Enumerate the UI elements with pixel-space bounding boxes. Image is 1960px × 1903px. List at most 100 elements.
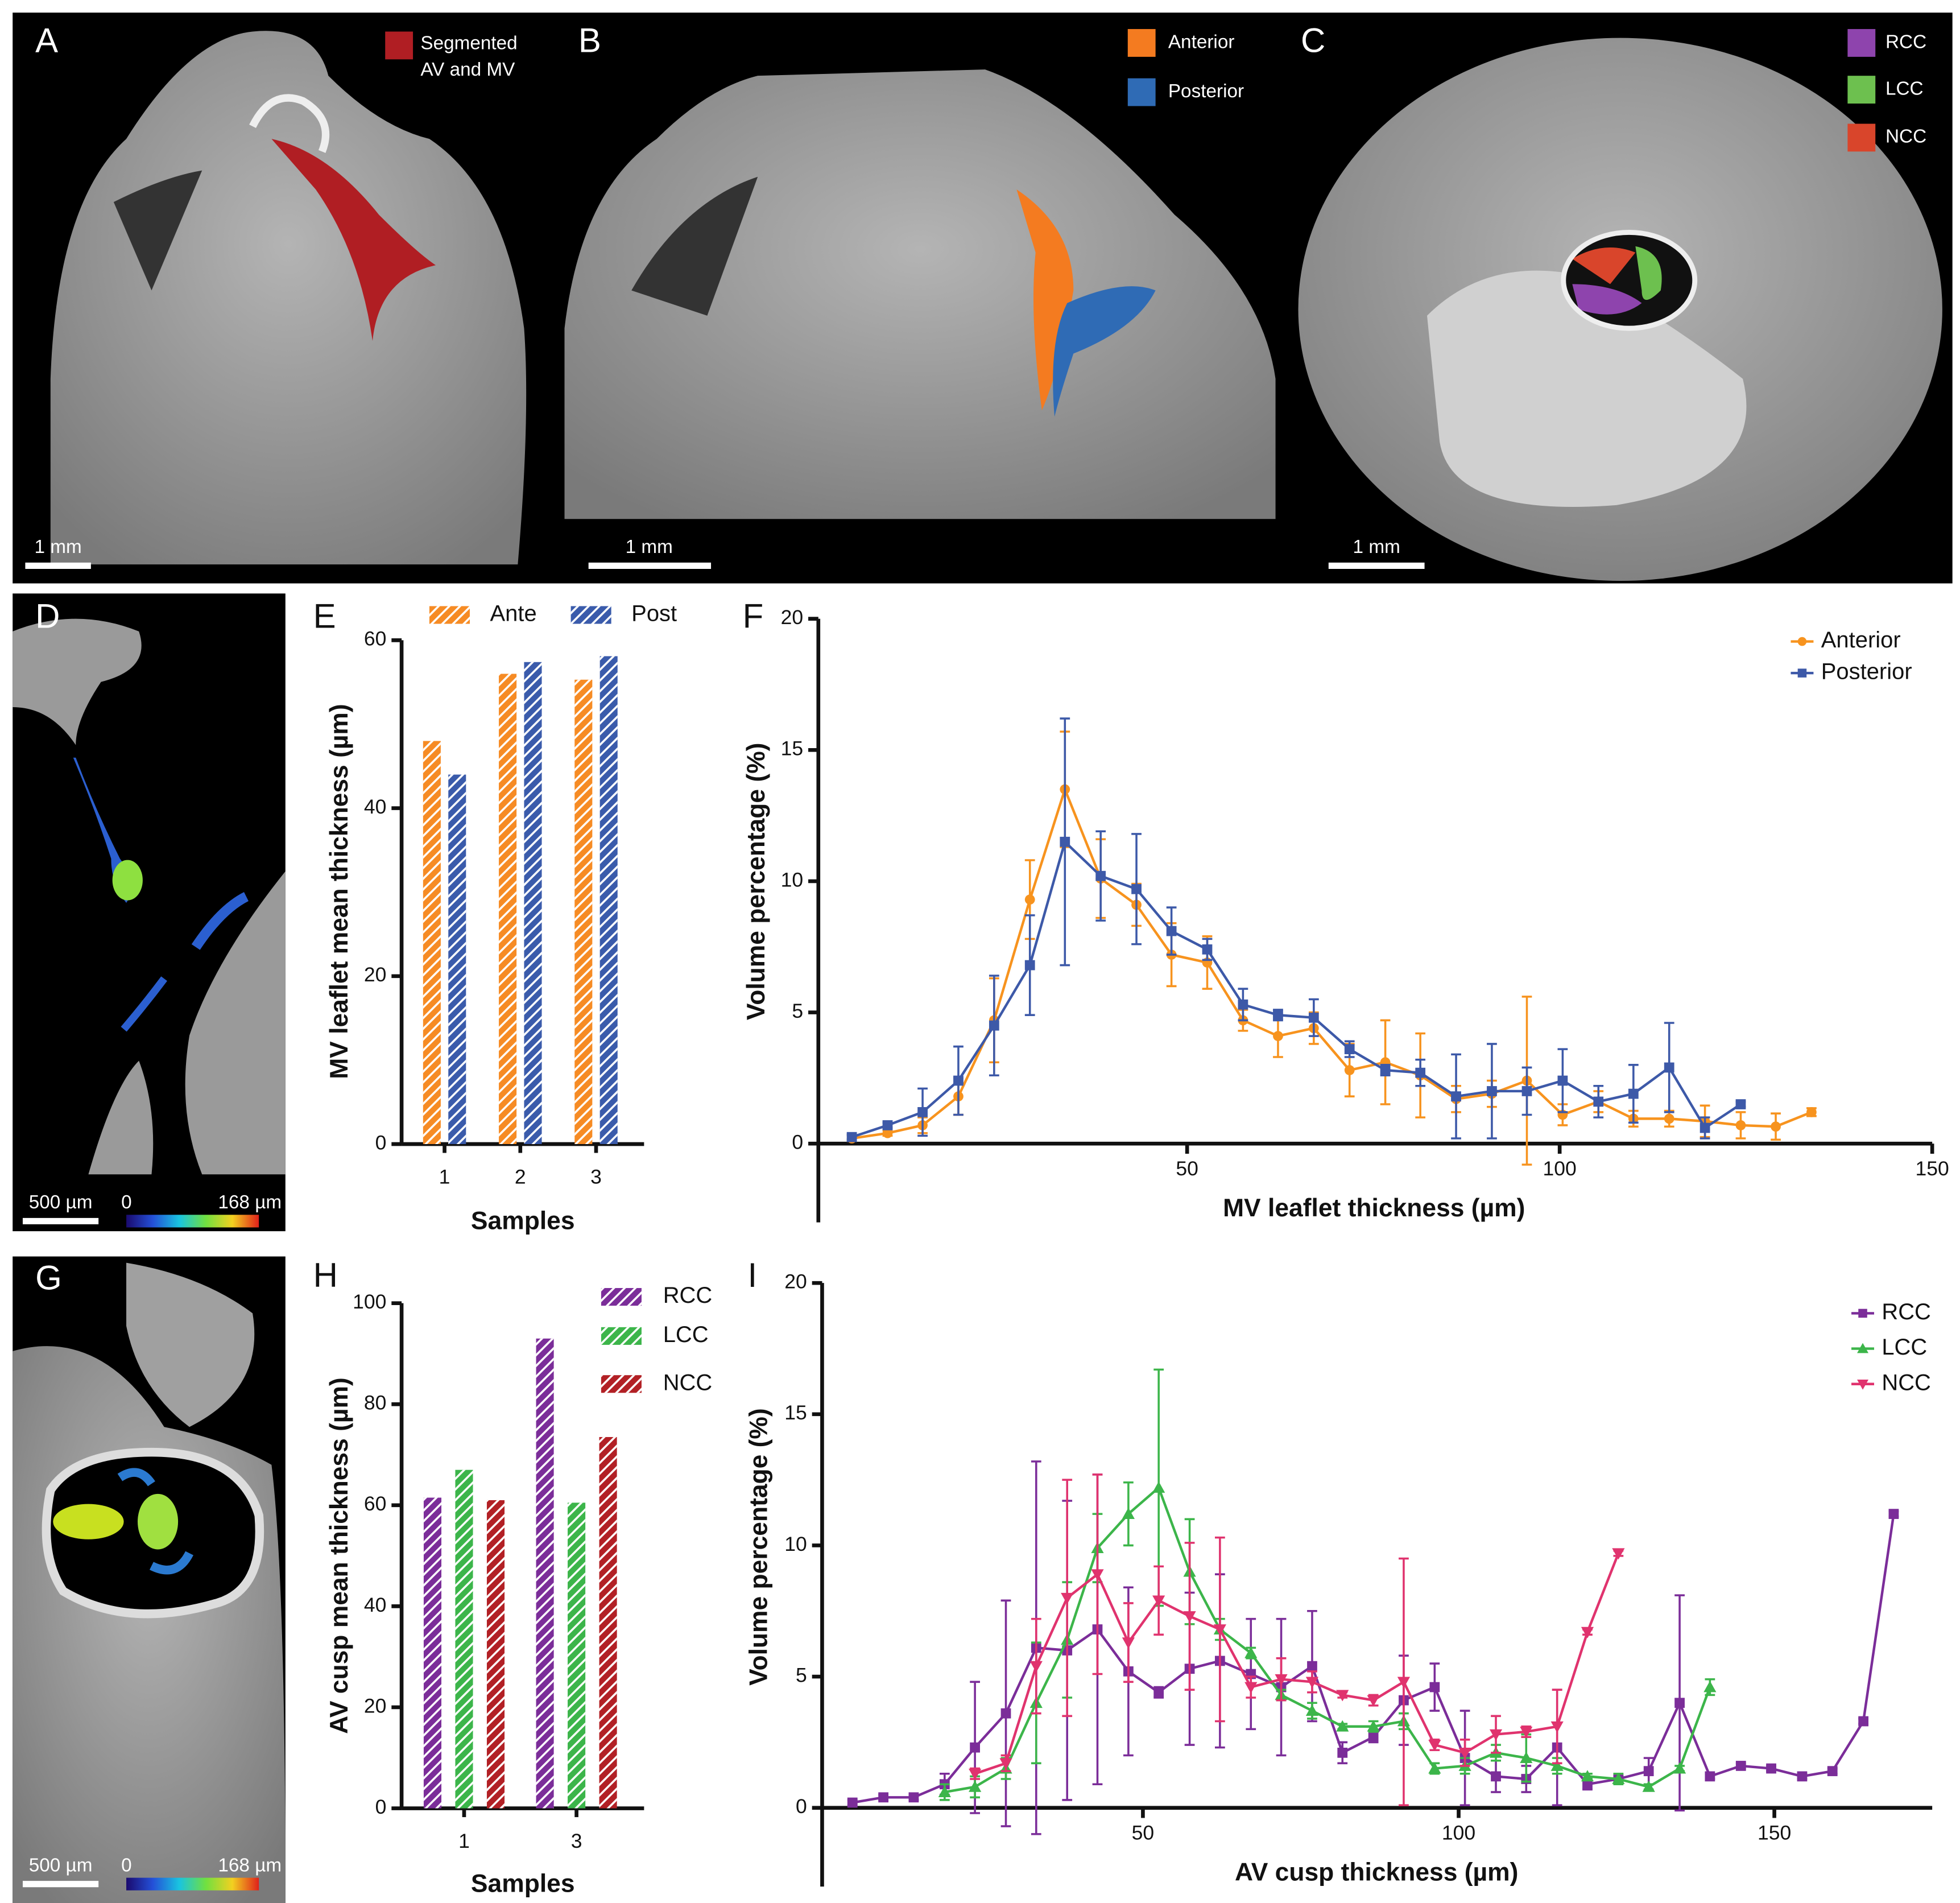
image-d-content [13,618,286,1228]
panel-label: G [35,1259,62,1297]
legend-hatch [601,1327,642,1345]
marker [1308,1012,1319,1023]
legend-label: NCC [663,1370,713,1395]
panel-label: F [743,597,764,635]
y-axis-label: Volume percentage (%) [745,1408,772,1686]
y-axis-label: MV leaflet mean thickness (µm) [325,704,353,1079]
marker [1153,1687,1164,1698]
series-line [851,785,1812,1140]
scale-bar-label: 500 µm [29,1192,93,1213]
marker [1771,1121,1781,1132]
series-line [944,1485,1711,1794]
marker [1766,1763,1776,1774]
marker [1152,1595,1165,1607]
legend-marker [1857,1379,1869,1390]
y-axis-label: Volume percentage (%) [742,743,770,1021]
bar-hatch [536,1338,554,1809]
y-tick-label: 60 [364,1492,387,1515]
x-axis-label: MV leaflet thickness (µm) [1223,1194,1525,1222]
marker [1305,1677,1319,1689]
marker [1806,1107,1817,1117]
marker [1336,1690,1349,1702]
x-tick-label: 3 [590,1165,602,1188]
marker [878,1792,889,1803]
marker [1735,1761,1746,1771]
y-tick-label: 15 [781,737,804,760]
marker [1273,1010,1283,1021]
y-tick-label: 5 [796,1663,807,1686]
legend-swatch [1847,29,1876,57]
y-axis-label: AV cusp mean thickness (µm) [325,1377,353,1734]
marker [846,1132,857,1142]
legend-label: NCC [1885,126,1926,147]
panel-label: B [578,21,601,59]
image-b [564,69,1276,519]
marker [1029,1661,1043,1673]
marker [1273,1031,1283,1041]
legend-label: RCC [663,1283,713,1308]
marker [969,1768,982,1780]
marker [1827,1766,1838,1777]
bar-hatch [524,662,542,1144]
marker [1521,1086,1532,1096]
marker [1674,1698,1685,1708]
legend-hatch [429,606,470,624]
y-tick-label: 10 [781,868,804,891]
y-tick-label: 0 [375,1795,387,1818]
panel-label: D [35,597,60,635]
marker [1797,1771,1808,1782]
legend-swatch [1847,76,1876,104]
marker [1095,870,1106,881]
colorbar-max: 168 µm [218,1192,282,1213]
y-tick-label: 80 [364,1392,387,1414]
marker [970,1742,980,1753]
bar-hatch [568,1502,586,1809]
marker [1202,944,1213,955]
marker [1888,1509,1899,1519]
marker [1213,1624,1226,1636]
x-tick-label: 100 [1442,1822,1475,1844]
marker [1380,1065,1391,1075]
panel-label: C [1301,21,1325,59]
x-axis-label: AV cusp thickness (µm) [1235,1859,1518,1887]
image-c [1298,38,1942,581]
bar-hatch [599,656,618,1144]
marker [938,1785,951,1797]
scale-bar-label: 1 mm [1353,536,1400,558]
marker [1244,1682,1258,1694]
legend-marker [1857,1343,1869,1353]
x-axis-label: Samples [471,1207,575,1235]
y-tick-label: 5 [792,1000,803,1022]
marker [1451,1091,1461,1102]
x-tick-label: 150 [1916,1157,1949,1180]
legend-marker [1858,1308,1867,1318]
marker [1581,1770,1594,1782]
marker [1307,1661,1317,1671]
y-tick-label: 60 [364,628,387,650]
bar-hatch [448,774,466,1144]
marker [1593,1096,1604,1107]
scale-bar-label: 1 mm [626,536,673,558]
series-line [851,839,1742,1138]
marker [1550,1759,1564,1771]
marker [917,1107,928,1117]
y-tick-label: 15 [784,1401,807,1424]
marker [989,1020,999,1031]
x-tick-label: 1 [458,1830,470,1852]
marker [1275,1674,1288,1686]
legend-label: RCC [1882,1299,1931,1324]
x-tick-label: 3 [571,1830,582,1852]
marker [1337,1748,1348,1758]
marker [882,1120,893,1130]
legend-label: NCC [1882,1370,1931,1395]
marker [1367,1720,1380,1732]
scale-bar-label: 1 mm [35,536,82,558]
marker [1581,1627,1594,1638]
legend-label: Anterior [1168,31,1235,52]
marker [882,1128,893,1138]
marker [1612,1548,1625,1560]
marker [1487,1086,1497,1096]
y-tick-label: 100 [353,1290,386,1313]
